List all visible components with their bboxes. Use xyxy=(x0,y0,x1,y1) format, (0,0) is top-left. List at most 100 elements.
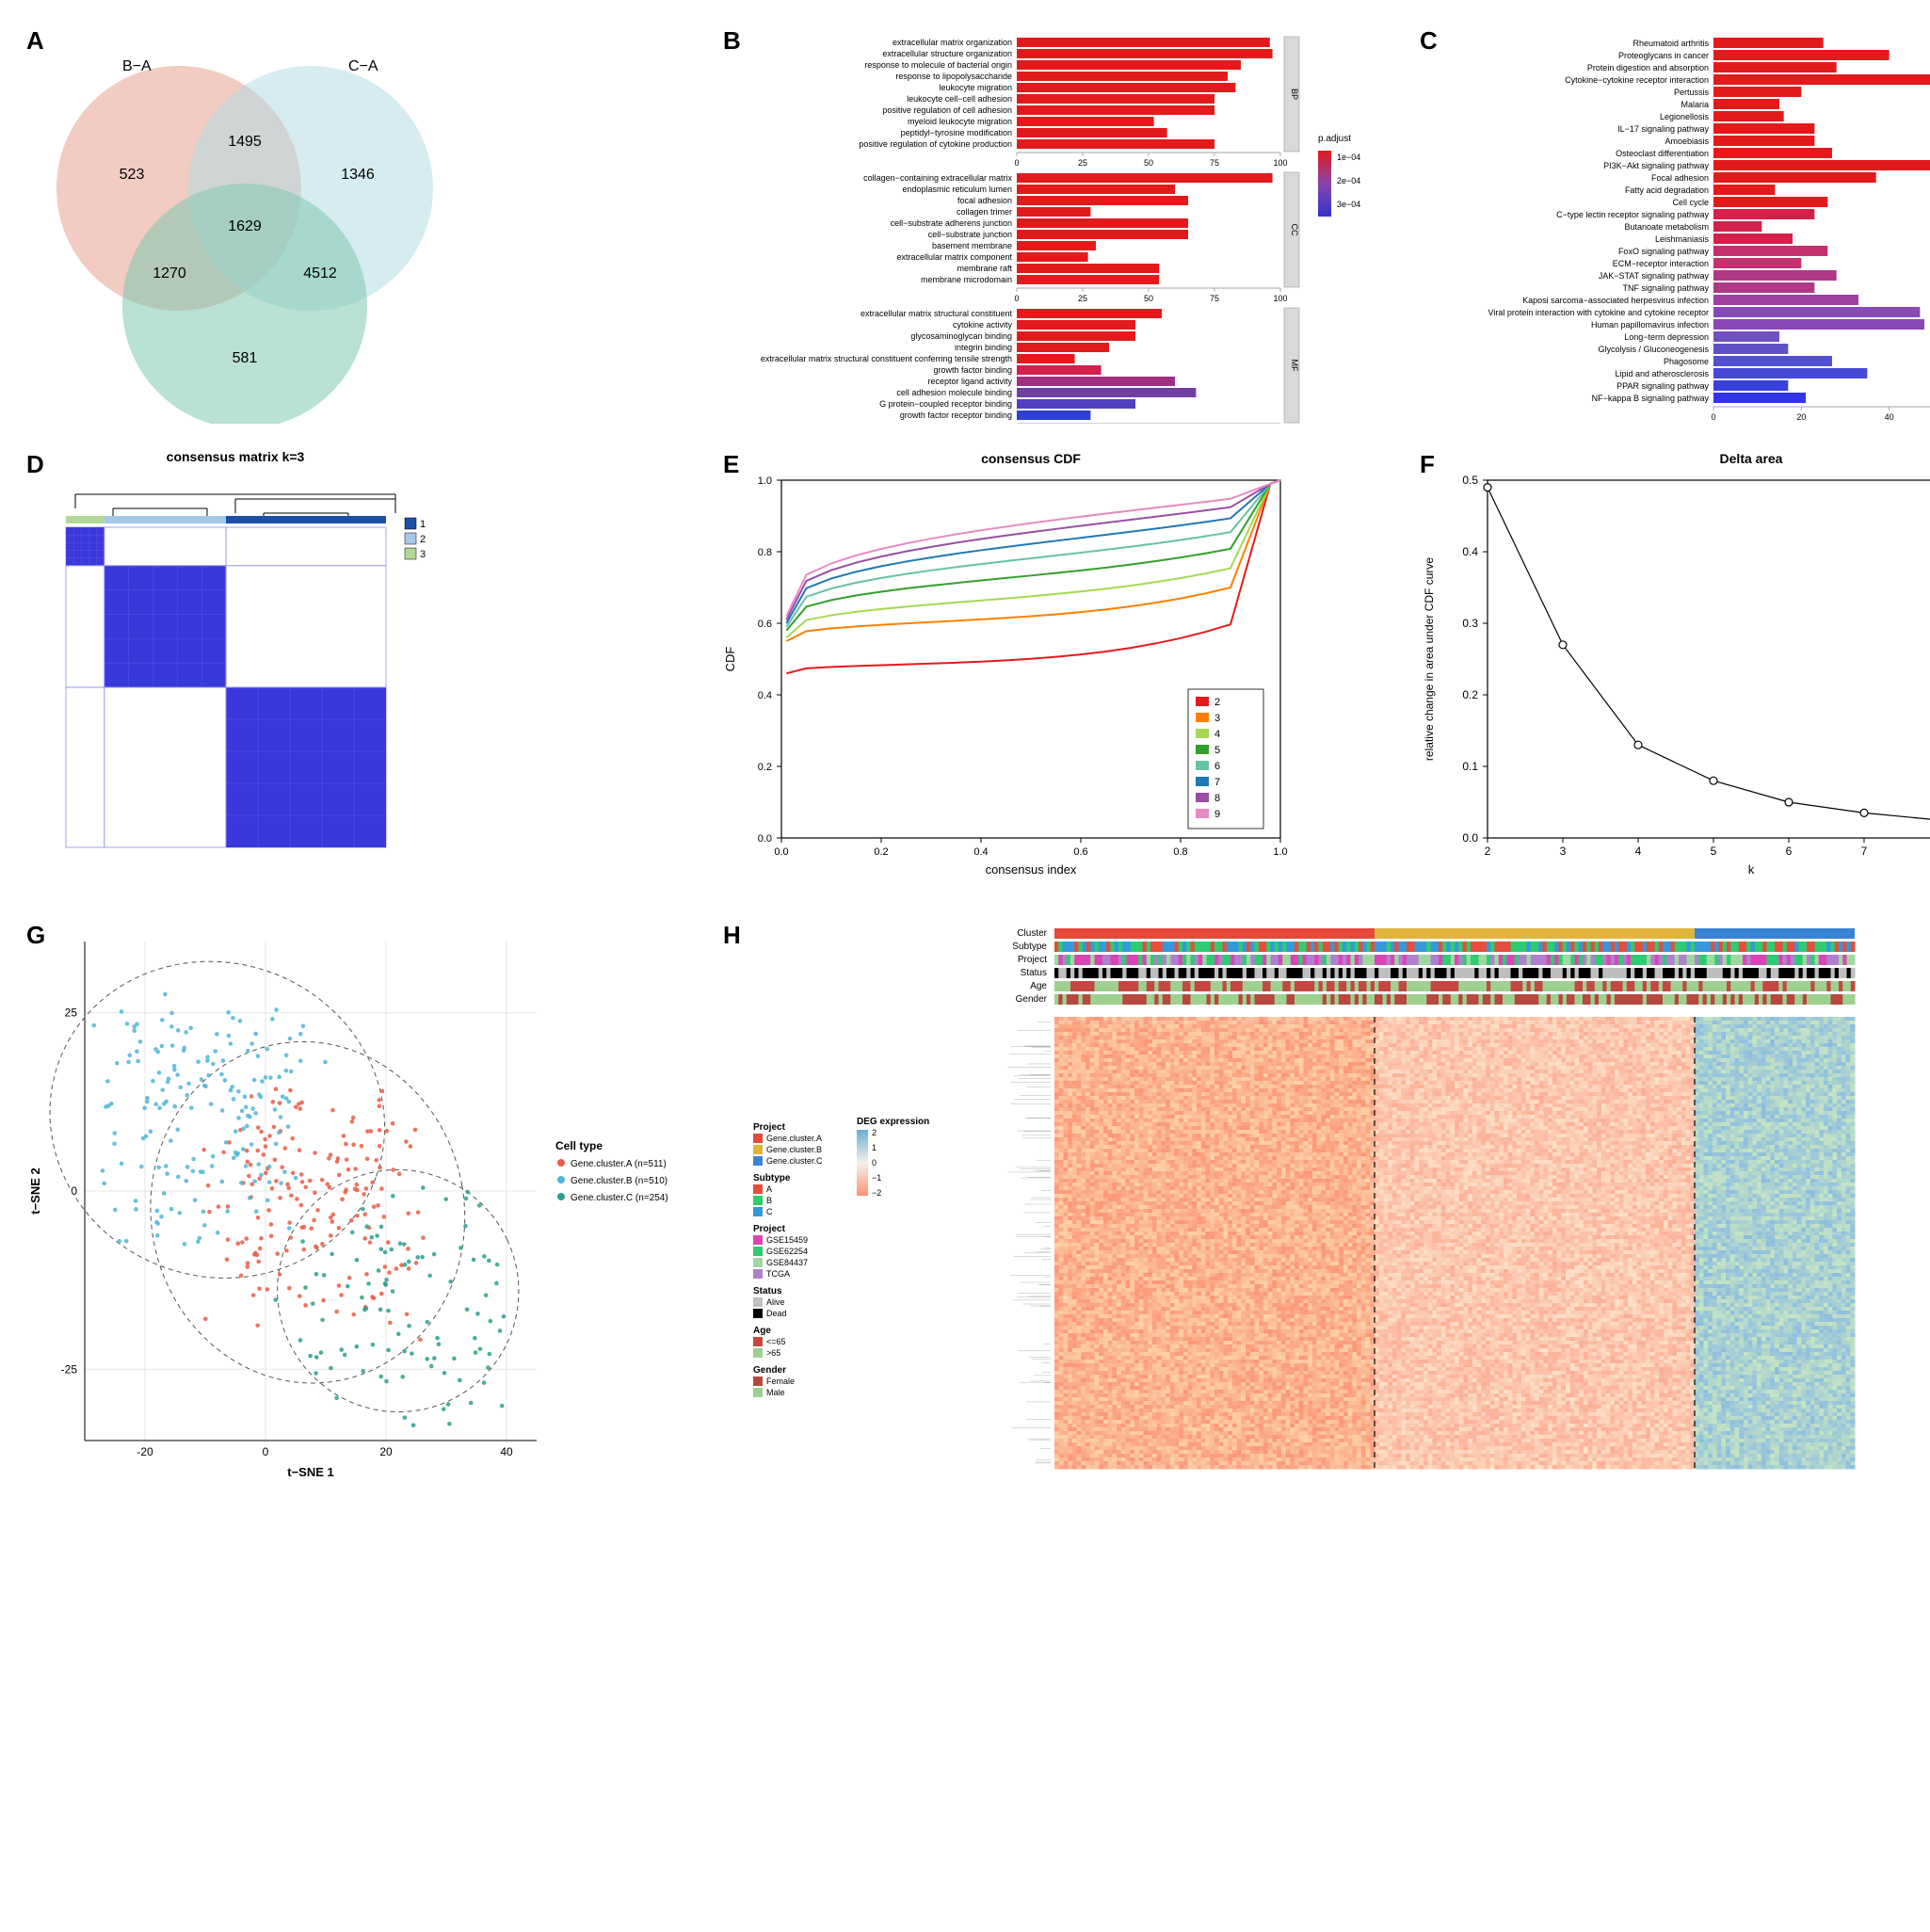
tsne-point xyxy=(117,1239,121,1244)
tsne-point xyxy=(91,1023,96,1028)
tsne-point xyxy=(388,1321,393,1326)
tsne-point xyxy=(232,1156,236,1161)
tsne-point xyxy=(442,1371,447,1376)
legend-label: −1 xyxy=(872,1173,881,1183)
tsne-point xyxy=(188,1026,193,1031)
tsne-point xyxy=(125,1022,130,1026)
axis-tick: 0.0 xyxy=(1462,831,1478,845)
bar xyxy=(1017,320,1135,330)
tsne-point xyxy=(406,1247,410,1251)
tsne-point xyxy=(239,1181,244,1185)
tsne-point xyxy=(411,1423,416,1427)
bar xyxy=(1713,50,1890,60)
tsne-point xyxy=(380,1089,385,1094)
legend-swatch xyxy=(1196,777,1209,786)
tsne-point xyxy=(231,1016,235,1021)
bar xyxy=(1017,252,1088,262)
tsne-point xyxy=(267,1180,272,1184)
figure-grid: A B−AC−AC−B52313465811495127045121629 B … xyxy=(19,19,1911,1497)
tsne-point xyxy=(105,1079,110,1084)
bar-label: cell−substrate adherens junction xyxy=(891,218,1012,228)
bar-label: extracellular matrix structural constitu… xyxy=(761,354,1012,363)
tsne-point xyxy=(313,1190,317,1195)
tsne-point xyxy=(272,1125,277,1130)
tsne-point xyxy=(277,1131,281,1135)
axis-tick: 0.3 xyxy=(1462,617,1478,630)
bar xyxy=(1713,282,1814,293)
tsne-point xyxy=(355,1214,360,1218)
tsne-point xyxy=(256,1216,261,1220)
tsne-point xyxy=(298,1106,302,1111)
annotation-label: Gender xyxy=(1016,994,1048,1005)
tsne-point xyxy=(255,1323,260,1328)
bar xyxy=(1713,258,1801,268)
tsne-point xyxy=(414,1261,419,1265)
tsne-point xyxy=(337,1173,342,1178)
venn-count: 1346 xyxy=(341,167,375,183)
legend-title: Gender xyxy=(753,1365,786,1376)
legend-label: 3e−04 xyxy=(1337,200,1360,209)
tsne-point xyxy=(329,1152,333,1157)
legend-swatch xyxy=(753,1269,763,1279)
tsne-point xyxy=(298,1148,302,1152)
tsne-point xyxy=(259,1095,264,1100)
bar xyxy=(1017,105,1214,115)
bar-label: Human papillomavirus infection xyxy=(1591,320,1709,330)
bar-label: Lipid and atherosclerosis xyxy=(1615,369,1709,378)
tsne-point xyxy=(189,1105,194,1110)
tsne-point xyxy=(241,1126,246,1131)
consensus-block xyxy=(66,527,105,566)
tsne-point xyxy=(347,1276,352,1280)
tsne-point xyxy=(256,1149,261,1153)
tsne-point xyxy=(265,1199,270,1203)
tsne-point xyxy=(294,1104,298,1109)
delta-line xyxy=(1488,488,1930,826)
tsne-point xyxy=(298,1338,303,1343)
tsne-point xyxy=(209,1102,214,1106)
axis-tick: 0.4 xyxy=(758,690,772,701)
legend-label: 2 xyxy=(1214,697,1220,708)
tsne-point xyxy=(484,1293,489,1297)
tsne-point xyxy=(153,1103,158,1107)
tsne-point xyxy=(329,1366,333,1371)
tsne-point xyxy=(301,1023,306,1028)
tsne-point xyxy=(120,1162,124,1167)
tsne-point xyxy=(274,1142,279,1147)
bar-label: Glycolysis / Gluconeogenesis xyxy=(1598,345,1709,354)
axis-tick: 25 xyxy=(65,1006,78,1020)
tsne-point xyxy=(235,1151,240,1156)
tsne-point xyxy=(284,1069,289,1073)
bar-label: Kaposi sarcoma−associated herpesvirus in… xyxy=(1522,296,1709,305)
bar xyxy=(1017,83,1235,92)
tsne-point xyxy=(383,1264,388,1269)
legend-label: TCGA xyxy=(766,1269,790,1279)
venn-label-ca: C−A xyxy=(348,58,378,74)
axis-tick: 25 xyxy=(1078,294,1087,303)
axis-tick: 0.6 xyxy=(1073,846,1087,858)
tsne-point xyxy=(389,1248,394,1252)
panel-f-delta-area: F Delta area234567890.00.10.20.30.40.5kr… xyxy=(1412,443,1930,894)
panel-h-heatmap: H ClusterSubtypeProjectStatusAgeGenderPr… xyxy=(716,913,1930,1497)
legend-label: GSE84437 xyxy=(766,1258,808,1267)
tsne-point xyxy=(155,1209,160,1214)
panel-label-e: E xyxy=(723,450,739,479)
tsne-point xyxy=(284,1096,289,1101)
tsne-point xyxy=(432,1252,437,1257)
tsne-point xyxy=(402,1349,407,1354)
bar-label: Osteoclast differentiation xyxy=(1616,149,1709,158)
legend-swatch xyxy=(1196,729,1209,738)
tsne-point xyxy=(309,1226,314,1231)
tsne-point xyxy=(384,1379,389,1384)
tsne-point xyxy=(183,1242,187,1247)
tsne-point xyxy=(274,1087,279,1091)
tsne-point xyxy=(463,1224,468,1229)
tsne-point xyxy=(407,1266,411,1271)
tsne-point xyxy=(315,1208,320,1213)
tsne-point xyxy=(407,1324,411,1328)
legend-swatch xyxy=(753,1297,763,1307)
tsne-point xyxy=(386,1240,391,1245)
tsne-point xyxy=(437,1342,442,1346)
axis-tick: 0.2 xyxy=(1462,688,1478,701)
bar xyxy=(1017,207,1090,217)
bar xyxy=(1017,309,1162,318)
